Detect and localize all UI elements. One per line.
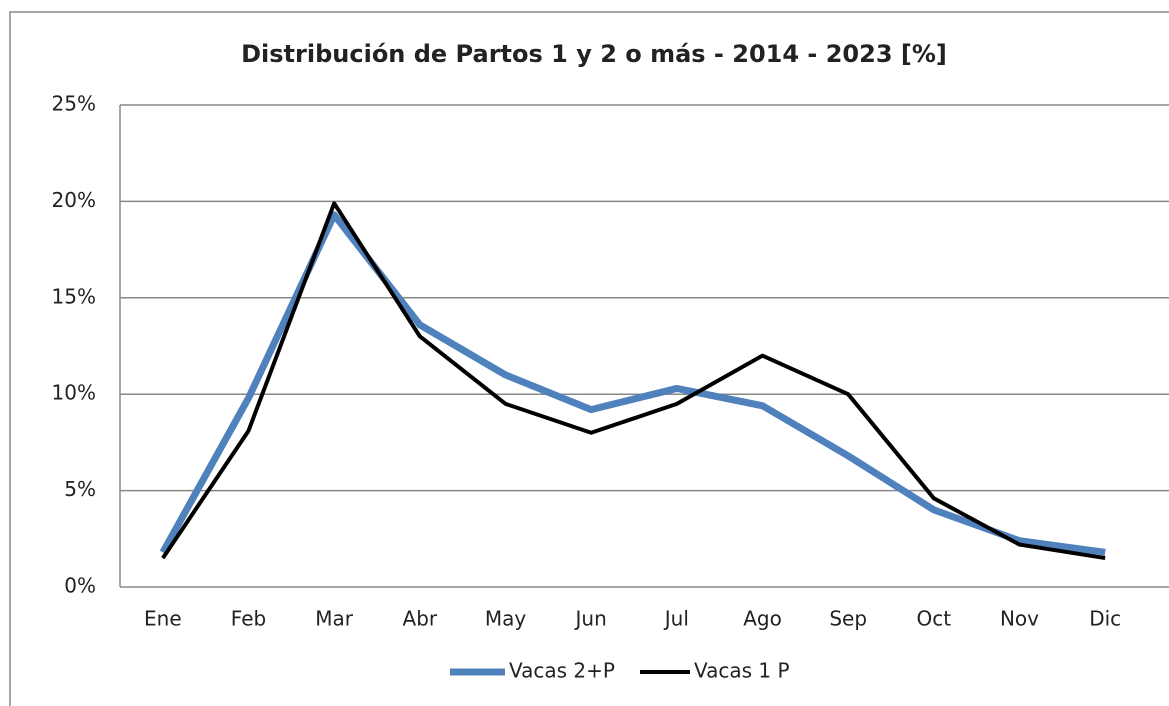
y-tick-label: 25% — [52, 92, 96, 116]
series-line — [159, 211, 1106, 556]
series-line — [161, 201, 1106, 561]
x-tick-label: Ago — [743, 607, 782, 631]
x-tick-label: Oct — [917, 607, 952, 631]
y-tick-label: 20% — [52, 188, 96, 212]
legend-label: Vacas 1 P — [694, 659, 790, 683]
chart-border — [9, 11, 1169, 706]
y-tick-label: 5% — [64, 477, 96, 501]
y-tick-label: 0% — [64, 574, 96, 598]
x-tick-label: Nov — [1000, 607, 1039, 631]
x-tick-label: Ene — [144, 607, 182, 631]
x-tick-label: Jul — [663, 607, 689, 631]
x-tick-label: Dic — [1089, 607, 1121, 631]
chart-title: Distribución de Partos 1 y 2 o más - 201… — [241, 40, 947, 68]
x-tick-label: Abr — [403, 607, 438, 631]
x-tick-label: Feb — [231, 607, 266, 631]
x-tick-label: Sep — [829, 607, 867, 631]
x-tick-label: Jun — [574, 607, 607, 631]
x-tick-label: Mar — [315, 607, 354, 631]
legend-label: Vacas 2+P — [509, 659, 615, 683]
y-tick-label: 15% — [52, 284, 96, 308]
y-tick-label: 10% — [52, 381, 96, 405]
x-tick-label: May — [485, 607, 527, 631]
